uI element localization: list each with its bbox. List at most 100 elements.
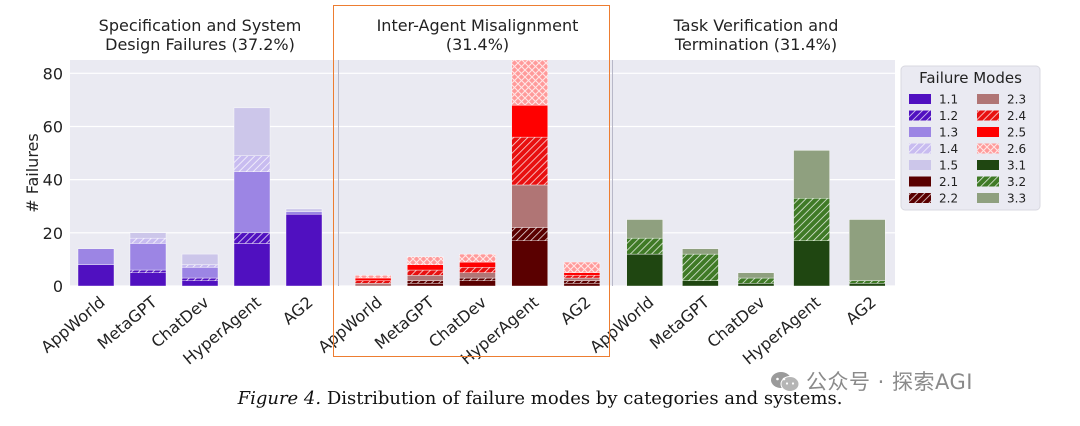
x-tick-label: AppWorld bbox=[37, 293, 108, 357]
bar-hatch bbox=[355, 280, 392, 284]
bar-segment bbox=[129, 272, 167, 287]
bar-hatch bbox=[682, 254, 719, 281]
highlight-box bbox=[333, 5, 610, 357]
legend-swatch bbox=[977, 127, 999, 137]
bar-hatch bbox=[130, 238, 166, 244]
legend-swatch bbox=[977, 94, 999, 104]
bar-segment bbox=[181, 280, 219, 287]
bar-segment bbox=[129, 232, 167, 239]
bar-hatch bbox=[563, 275, 600, 279]
x-tick-label: MetaGPT bbox=[646, 292, 713, 353]
bar-segment bbox=[737, 272, 775, 279]
legend-label: 2.1 bbox=[939, 175, 958, 189]
x-tick-label: AG2 bbox=[279, 293, 317, 329]
legend-label: 3.1 bbox=[1007, 159, 1026, 173]
bar-segment bbox=[77, 248, 115, 265]
bar-hatch bbox=[511, 60, 548, 106]
bar-hatch bbox=[459, 278, 496, 281]
bar-hatch bbox=[511, 137, 548, 185]
bar-segment bbox=[181, 267, 219, 279]
legend-label: 1.4 bbox=[939, 142, 958, 156]
bar-segment bbox=[233, 243, 271, 287]
bar-hatch bbox=[459, 267, 496, 273]
legend-swatch-hatch bbox=[909, 110, 931, 121]
bar-hatch bbox=[234, 155, 270, 172]
legend-label: 1.5 bbox=[939, 159, 958, 173]
bar-hatch bbox=[407, 280, 444, 284]
legend-swatch bbox=[977, 193, 999, 203]
bar-segment bbox=[285, 208, 323, 212]
figure-caption: Figure 4. Distribution of failure modes … bbox=[0, 388, 1080, 409]
bar-hatch bbox=[626, 238, 663, 255]
bar-hatch bbox=[407, 270, 444, 276]
watermark-text: 公众号 · 探索AGI bbox=[806, 370, 973, 394]
y-tick-label: 60 bbox=[43, 117, 63, 136]
panel-title: Inter-Agent Misalignment (31.4%) bbox=[377, 16, 579, 54]
bar-segment bbox=[626, 253, 663, 287]
legend-swatch-hatch bbox=[977, 176, 999, 187]
y-axis-label: # Failures bbox=[23, 133, 42, 212]
legend-label: 1.1 bbox=[939, 93, 958, 107]
y-tick-label: 0 bbox=[53, 277, 63, 296]
legend-title: Failure Modes bbox=[919, 69, 1022, 87]
panel-title: Task Verification and Termination (31.4%) bbox=[673, 16, 839, 54]
bar-segment bbox=[129, 243, 167, 271]
bar-hatch bbox=[563, 280, 600, 284]
legend-swatch bbox=[977, 160, 999, 170]
bar-hatch bbox=[355, 275, 392, 279]
bar-segment bbox=[233, 107, 271, 156]
bar-hatch bbox=[407, 256, 444, 265]
y-tick-label: 20 bbox=[43, 224, 63, 243]
legend-label: 2.6 bbox=[1007, 142, 1026, 156]
bar-segment bbox=[849, 219, 886, 281]
plot-background bbox=[70, 60, 895, 286]
legend-swatch bbox=[909, 127, 931, 137]
legend-label: 2.3 bbox=[1007, 93, 1026, 107]
bar-segment bbox=[793, 150, 830, 199]
bar-segment bbox=[793, 240, 830, 287]
legend-swatch-hatch bbox=[977, 110, 999, 121]
legend-swatch bbox=[909, 94, 931, 104]
bar-hatch bbox=[459, 254, 496, 263]
caption-text: Distribution of failure modes by categor… bbox=[326, 388, 843, 409]
legend-label: 2.5 bbox=[1007, 126, 1026, 140]
bar-segment bbox=[849, 283, 886, 287]
legend-label: 3.3 bbox=[1007, 192, 1026, 206]
legend-label: 3.2 bbox=[1007, 175, 1026, 189]
bar-hatch bbox=[793, 198, 830, 241]
bar-segment bbox=[285, 211, 323, 215]
bar-segment bbox=[626, 219, 663, 239]
legend-swatch-hatch bbox=[909, 143, 931, 154]
bar-hatch bbox=[563, 262, 600, 273]
bar-hatch bbox=[738, 278, 774, 284]
legend-label: 1.3 bbox=[939, 126, 958, 140]
bar-hatch bbox=[182, 278, 218, 281]
wechat-icon bbox=[771, 372, 800, 392]
legend-label: 2.2 bbox=[939, 192, 958, 206]
legend-swatch-hatch bbox=[909, 193, 931, 203]
bar-segment bbox=[682, 280, 719, 287]
legend-swatch bbox=[909, 176, 931, 187]
legend-box bbox=[900, 65, 1041, 211]
figure-label: Figure 4. bbox=[237, 388, 322, 409]
bar-hatch bbox=[130, 270, 166, 273]
bar-segment bbox=[285, 214, 323, 287]
legend-label: 1.2 bbox=[939, 109, 958, 123]
panel-title: Specification and System Design Failures … bbox=[99, 16, 302, 54]
y-tick-label: 40 bbox=[43, 171, 63, 190]
bar-segment bbox=[181, 253, 219, 265]
bar-segment bbox=[737, 283, 775, 287]
bar-segment bbox=[233, 171, 271, 234]
bar-segment bbox=[682, 248, 719, 255]
bar-hatch bbox=[849, 280, 886, 284]
bar-hatch bbox=[182, 264, 218, 268]
bar-segment bbox=[77, 264, 115, 287]
bar-hatch bbox=[234, 232, 270, 244]
x-tick-label: AG2 bbox=[842, 293, 880, 329]
legend-swatch-hatch bbox=[977, 143, 999, 154]
bar-hatch bbox=[511, 227, 548, 241]
legend: Failure Modes 1.1 2.3 1.2 2.4 1.3 2.5 1.4 2.6 1.5… bbox=[900, 65, 1041, 211]
legend-label: 2.4 bbox=[1007, 109, 1026, 123]
bar-segment bbox=[511, 184, 548, 228]
